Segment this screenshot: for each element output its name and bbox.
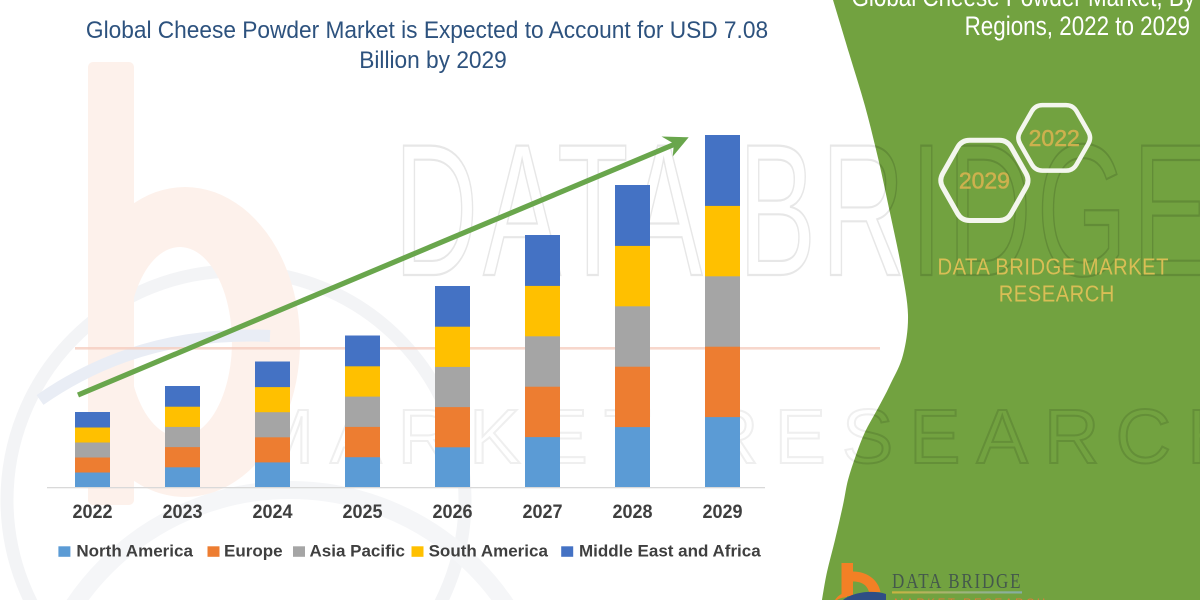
svg-text:2029: 2029	[959, 168, 1010, 194]
svg-text:Global Cheese Powder Market, B: Global Cheese Powder Market, By	[851, 0, 1195, 13]
svg-text:2023: 2023	[162, 501, 202, 523]
svg-text:DATA BRIDGE MARKET: DATA BRIDGE MARKET	[937, 253, 1168, 280]
svg-text:2029: 2029	[702, 501, 742, 523]
svg-text:2028: 2028	[612, 501, 652, 523]
svg-text:DATA BRIDGE: DATA BRIDGE	[892, 570, 1022, 593]
svg-text:Middle East and Africa: Middle East and Africa	[579, 542, 761, 561]
svg-text:Asia Pacific: Asia Pacific	[310, 542, 405, 561]
svg-text:2022: 2022	[72, 501, 112, 523]
svg-text:2027: 2027	[522, 501, 562, 523]
svg-text:RESEARCH: RESEARCH	[999, 280, 1115, 307]
svg-text:Billion by 2029: Billion by 2029	[359, 46, 507, 73]
svg-text:2025: 2025	[342, 501, 382, 523]
svg-text:2026: 2026	[432, 501, 472, 523]
svg-text:2022: 2022	[1029, 125, 1080, 151]
svg-text:North America: North America	[76, 542, 193, 561]
svg-text:MARKET RESEARCH: MARKET RESEARCH	[250, 394, 1200, 480]
svg-text:Europe: Europe	[224, 542, 283, 561]
svg-text:South America: South America	[429, 542, 549, 561]
svg-text:Regions, 2022 to 2029: Regions, 2022 to 2029	[965, 12, 1190, 41]
svg-text:MARKET RESEARCH: MARKET RESEARCH	[894, 598, 1048, 600]
svg-text:2024: 2024	[252, 501, 292, 523]
svg-text:Global Cheese Powder Market is: Global Cheese Powder Market is Expected …	[86, 16, 768, 43]
